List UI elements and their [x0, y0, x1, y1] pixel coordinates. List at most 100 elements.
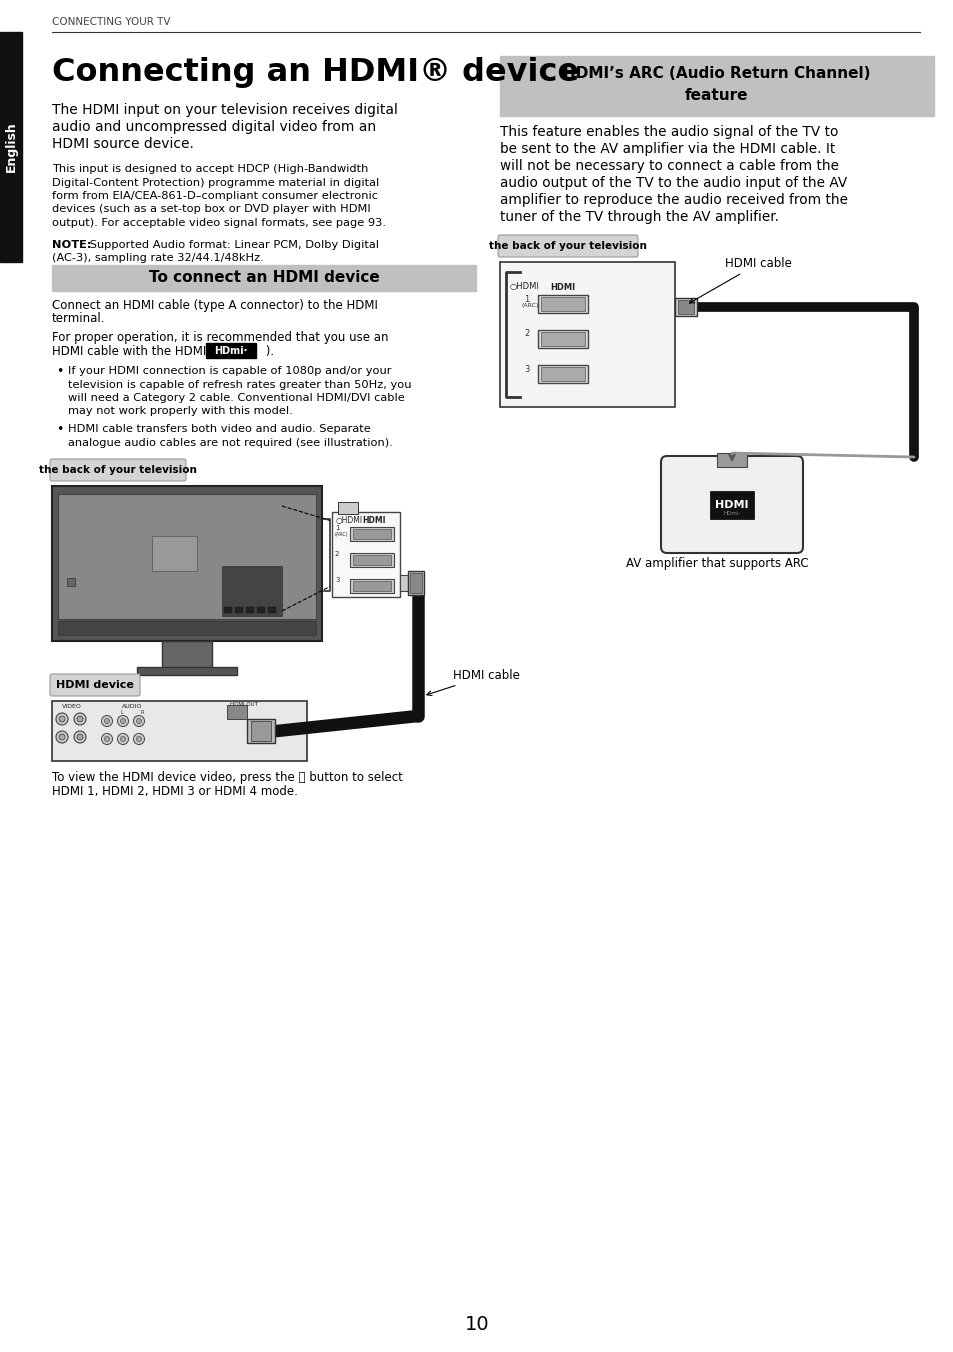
- Bar: [499, 55, 933, 116]
- Bar: [350, 526, 394, 541]
- Circle shape: [56, 731, 68, 744]
- Text: This feature enables the audio signal of the TV to: This feature enables the audio signal of…: [499, 124, 838, 139]
- Text: ○HDMI: ○HDMI: [335, 516, 363, 525]
- Bar: [675, 297, 697, 316]
- Circle shape: [120, 737, 126, 741]
- Text: 2: 2: [335, 552, 339, 557]
- Text: television is capable of refresh rates greater than 50Hz, you: television is capable of refresh rates g…: [68, 380, 411, 389]
- Bar: [353, 554, 391, 565]
- Text: HDMI cable with the HDMI Logo (: HDMI cable with the HDMI Logo (: [52, 345, 246, 357]
- Text: HDMI device: HDMI device: [56, 680, 133, 690]
- Bar: [540, 333, 584, 346]
- FancyBboxPatch shape: [50, 458, 186, 481]
- Text: 10: 10: [464, 1314, 489, 1333]
- Text: HDmi·: HDmi·: [722, 511, 740, 516]
- Text: will not be necessary to connect a cable from the: will not be necessary to connect a cable…: [499, 160, 838, 173]
- Text: NOTE:: NOTE:: [52, 239, 91, 250]
- Text: (ARC): (ARC): [335, 531, 348, 537]
- Circle shape: [117, 734, 129, 745]
- Text: To connect an HDMI device: To connect an HDMI device: [149, 270, 379, 285]
- Bar: [410, 572, 421, 592]
- Bar: [268, 607, 275, 612]
- Bar: [58, 621, 315, 635]
- Text: Digital-Content Protection) programme material in digital: Digital-Content Protection) programme ma…: [52, 177, 379, 188]
- Circle shape: [77, 717, 83, 722]
- FancyBboxPatch shape: [497, 235, 638, 257]
- Bar: [246, 607, 253, 612]
- Text: the back of your television: the back of your television: [489, 241, 646, 251]
- Text: 1: 1: [335, 526, 339, 531]
- Text: ○HDMI: ○HDMI: [510, 283, 539, 292]
- Bar: [408, 571, 423, 595]
- Text: Connecting an HDMI® device: Connecting an HDMI® device: [52, 57, 578, 88]
- Circle shape: [105, 718, 110, 723]
- FancyBboxPatch shape: [660, 456, 802, 553]
- Bar: [537, 330, 587, 347]
- Bar: [499, 262, 675, 407]
- Text: 3: 3: [335, 577, 339, 584]
- Text: tuner of the TV through the AV amplifier.: tuner of the TV through the AV amplifier…: [499, 210, 779, 224]
- FancyBboxPatch shape: [50, 675, 140, 696]
- Text: terminal.: terminal.: [52, 312, 106, 326]
- Bar: [678, 300, 693, 314]
- Text: audio and uncompressed digital video from an: audio and uncompressed digital video fro…: [52, 120, 375, 134]
- Bar: [67, 579, 75, 585]
- Circle shape: [136, 718, 141, 723]
- Text: form from EIA/CEA-861-D–compliant consumer electronic: form from EIA/CEA-861-D–compliant consum…: [52, 191, 377, 201]
- Bar: [137, 667, 236, 675]
- Bar: [162, 641, 212, 669]
- Bar: [540, 297, 584, 311]
- Text: (AC-3), sampling rate 32/44.1/48kHz.: (AC-3), sampling rate 32/44.1/48kHz.: [52, 253, 263, 264]
- Text: feature: feature: [684, 88, 748, 104]
- Circle shape: [74, 731, 86, 744]
- Text: output). For acceptable video signal formats, see page 93.: output). For acceptable video signal for…: [52, 218, 386, 228]
- Circle shape: [59, 717, 65, 722]
- Bar: [537, 365, 587, 383]
- Bar: [247, 719, 274, 744]
- Bar: [152, 535, 196, 571]
- Text: Supported Audio format: Linear PCM, Dolby Digital: Supported Audio format: Linear PCM, Dolb…: [86, 239, 378, 250]
- Text: •: •: [56, 365, 63, 377]
- Circle shape: [117, 715, 129, 726]
- Bar: [717, 453, 746, 466]
- Text: (ARC): (ARC): [521, 303, 538, 308]
- Circle shape: [101, 734, 112, 745]
- Text: English: English: [5, 122, 17, 172]
- Circle shape: [120, 718, 126, 723]
- Bar: [234, 607, 243, 612]
- Text: the back of your television: the back of your television: [39, 465, 196, 475]
- Bar: [52, 485, 322, 641]
- Text: 2: 2: [523, 330, 529, 338]
- Bar: [332, 511, 399, 596]
- Bar: [399, 575, 408, 591]
- Text: devices (such as a set-top box or DVD player with HDMI: devices (such as a set-top box or DVD pl…: [52, 204, 371, 215]
- Bar: [337, 502, 357, 514]
- Text: HDmi·: HDmi·: [214, 346, 248, 356]
- Bar: [353, 580, 391, 591]
- Bar: [58, 493, 315, 619]
- Bar: [251, 721, 271, 741]
- Text: HDMI source device.: HDMI source device.: [52, 137, 193, 151]
- Text: VIDEO: VIDEO: [62, 704, 82, 710]
- Text: HDMI cable transfers both video and audio. Separate: HDMI cable transfers both video and audi…: [68, 425, 371, 434]
- Text: This input is designed to accept HDCP (High-Bandwidth: This input is designed to accept HDCP (H…: [52, 164, 368, 174]
- Text: HDMI: HDMI: [715, 499, 748, 510]
- Circle shape: [105, 737, 110, 741]
- Text: HDMI 1, HDMI 2, HDMI 3 or HDMI 4 mode.: HDMI 1, HDMI 2, HDMI 3 or HDMI 4 mode.: [52, 786, 297, 799]
- Text: Connect an HDMI cable (type A connector) to the HDMI: Connect an HDMI cable (type A connector)…: [52, 299, 377, 311]
- Text: 3: 3: [523, 365, 529, 373]
- Bar: [540, 366, 584, 381]
- Text: 1: 1: [523, 295, 529, 303]
- Text: HDMI: HDMI: [361, 516, 385, 525]
- Text: may not work properly with this model.: may not work properly with this model.: [68, 407, 293, 416]
- Bar: [350, 579, 394, 592]
- Circle shape: [101, 715, 112, 726]
- Text: The HDMI input on your television receives digital: The HDMI input on your television receiv…: [52, 103, 397, 118]
- Bar: [353, 529, 391, 538]
- Text: analogue audio cables are not required (see illustration).: analogue audio cables are not required (…: [68, 438, 393, 448]
- Circle shape: [56, 713, 68, 725]
- Text: audio output of the TV to the audio input of the AV: audio output of the TV to the audio inpu…: [499, 176, 846, 191]
- Bar: [350, 553, 394, 566]
- Circle shape: [133, 715, 144, 726]
- Text: be sent to the AV amplifier via the HDMI cable. It: be sent to the AV amplifier via the HDMI…: [499, 142, 835, 155]
